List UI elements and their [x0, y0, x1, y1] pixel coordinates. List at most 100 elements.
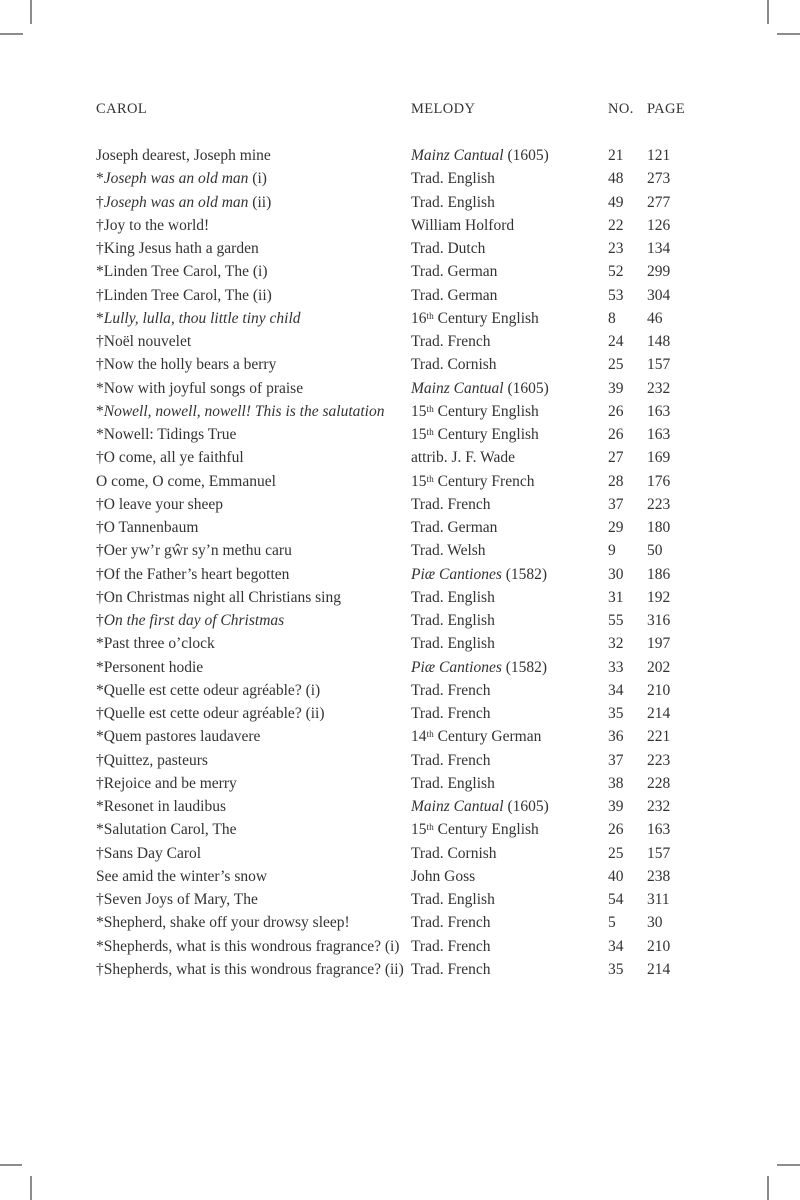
page-cell: 148 — [647, 333, 671, 350]
carol-cell: †Seven Joys of Mary, The — [96, 891, 258, 908]
no-cell: 37 — [608, 751, 624, 769]
melody-cell: Trad. German — [411, 286, 498, 304]
ordinal-superscript: th — [426, 311, 434, 322]
crop-mark-bottom-left-horizontal — [0, 1164, 22, 1166]
column-header-page: PAGE — [647, 101, 686, 117]
page-cell: 232 — [647, 379, 671, 397]
table-row: †Quittez, pasteurs Trad. French 37 223 — [96, 749, 712, 772]
carol-cell: *Now with joyful songs of praise — [96, 379, 304, 397]
melody-cell: Trad. French — [411, 681, 491, 699]
carol-cell: †On the first day of Christmas — [96, 612, 285, 629]
carol-cell: †Joy to the world! — [96, 216, 210, 234]
table-row: †Noël nouvelet Trad. French 24 148 — [96, 330, 712, 353]
melody-cell: Trad. French — [411, 937, 491, 955]
melody-cell: Trad. French — [411, 751, 491, 769]
no-cell: 26 — [608, 426, 624, 443]
melody-cell: Mainz Cantual (1605) — [411, 379, 549, 397]
no-cell: 8 — [608, 309, 616, 327]
no-cell: 37 — [608, 495, 624, 513]
page-cell: 299 — [647, 263, 671, 281]
table-row: *Shepherd, shake off your drowsy sleep! … — [96, 911, 712, 934]
table-row: *Past three o’clock Trad. English 32 197 — [96, 632, 712, 655]
no-cell: 24 — [608, 333, 624, 350]
table-row: †On Christmas night all Christians sing … — [96, 586, 712, 609]
no-cell: 29 — [608, 519, 624, 536]
no-cell: 25 — [608, 844, 624, 862]
page-cell: 180 — [647, 519, 671, 536]
column-header-melody: MELODY — [411, 101, 476, 117]
table-row: *Joseph was an old man (i) Trad. English… — [96, 167, 712, 190]
page-cell: 186 — [647, 565, 671, 583]
table-row: †Seven Joys of Mary, The Trad. English 5… — [96, 888, 712, 911]
carol-cell: *Quem pastores laudavere — [96, 728, 261, 746]
no-cell: 25 — [608, 356, 624, 374]
carol-cell: *Resonet in laudibus — [96, 798, 227, 815]
carol-cell: O come, O come, Emmanuel — [96, 472, 276, 490]
no-cell: 33 — [608, 658, 624, 676]
melody-cell: Trad. English — [411, 170, 495, 188]
no-cell: 23 — [608, 240, 624, 257]
carol-cell: †King Jesus hath a garden — [96, 240, 259, 257]
page-cell: 163 — [647, 426, 671, 443]
no-cell: 31 — [608, 588, 624, 606]
melody-cell: 16th Century English — [411, 309, 539, 327]
table-row: †O Tannenbaum Trad. German 29 180 — [96, 516, 712, 539]
carol-index-table: CAROL MELODY NO. PAGE Joseph dearest, Jo… — [96, 101, 712, 981]
table-row: †O come, all ye faithful attrib. J. F. W… — [96, 446, 712, 469]
page-cell: 273 — [647, 170, 671, 188]
melody-cell: 14th Century German — [411, 728, 542, 746]
melody-cell: Trad. German — [411, 263, 498, 281]
melody-cell: John Goss — [411, 867, 476, 885]
table-row: †O leave your sheep Trad. French 37 223 — [96, 493, 712, 516]
table-header-row: CAROL MELODY NO. PAGE — [96, 101, 712, 117]
page-cell: 169 — [647, 449, 671, 467]
carol-cell: *Salutation Carol, The — [96, 821, 237, 839]
melody-cell: Trad. English — [411, 891, 495, 908]
no-cell: 27 — [608, 449, 624, 467]
melody-cell: Trad. English — [411, 635, 495, 653]
ordinal-superscript: th — [426, 474, 434, 485]
table-row: See amid the winter’s snow John Goss 40 … — [96, 865, 712, 888]
carol-cell: *Lully, lulla, thou little tiny child — [96, 309, 301, 327]
page-cell: 197 — [647, 635, 671, 653]
carol-cell: *Shepherds, what is this wondrous fragra… — [96, 937, 400, 955]
page-cell: 46 — [647, 309, 663, 327]
no-cell: 5 — [608, 914, 616, 932]
no-cell: 34 — [608, 681, 624, 699]
page-cell: 311 — [647, 891, 670, 908]
no-cell: 39 — [608, 379, 624, 397]
no-cell: 32 — [608, 635, 624, 653]
page-cell: 210 — [647, 681, 671, 699]
page-cell: 176 — [647, 472, 671, 490]
table-row: Joseph dearest, Joseph mine Mainz Cantua… — [96, 144, 712, 167]
no-cell: 34 — [608, 937, 624, 955]
table-row: †Shepherds, what is this wondrous fragra… — [96, 958, 712, 981]
table-row: †Linden Tree Carol, The (ii) Trad. Germa… — [96, 284, 712, 307]
carol-cell: †Quittez, pasteurs — [96, 751, 208, 769]
page-cell: 221 — [647, 728, 671, 746]
table-row: *Resonet in laudibus Mainz Cantual (1605… — [96, 795, 712, 818]
no-cell: 9 — [608, 542, 616, 560]
table-row: *Quelle est cette odeur agréable? (i) Tr… — [96, 679, 712, 702]
no-cell: 52 — [608, 263, 624, 281]
melody-cell: Mainz Cantual (1605) — [411, 147, 549, 164]
page-cell: 30 — [647, 914, 663, 932]
page-cell: 134 — [647, 240, 671, 257]
table-row: †King Jesus hath a garden Trad. Dutch 23… — [96, 237, 712, 260]
melody-cell: Trad. Cornish — [411, 356, 497, 374]
melody-cell: Trad. French — [411, 914, 491, 932]
carol-cell: *Nowell, nowell, nowell! This is the sal… — [96, 402, 385, 420]
melody-cell: Trad. English — [411, 588, 495, 606]
page-cell: 277 — [647, 193, 671, 211]
carol-cell: †O Tannenbaum — [96, 519, 199, 536]
no-cell: 26 — [608, 402, 624, 420]
page-cell: 210 — [647, 937, 671, 955]
no-cell: 26 — [608, 821, 624, 839]
table-row: *Lully, lulla, thou little tiny child 16… — [96, 307, 712, 330]
table-row: *Nowell: Tidings True 15th Century Engli… — [96, 423, 712, 446]
carol-cell: †O leave your sheep — [96, 495, 223, 513]
carol-cell: *Personent hodie — [96, 658, 204, 676]
melody-cell: Trad. German — [411, 519, 498, 536]
melody-cell: Trad. English — [411, 612, 495, 629]
